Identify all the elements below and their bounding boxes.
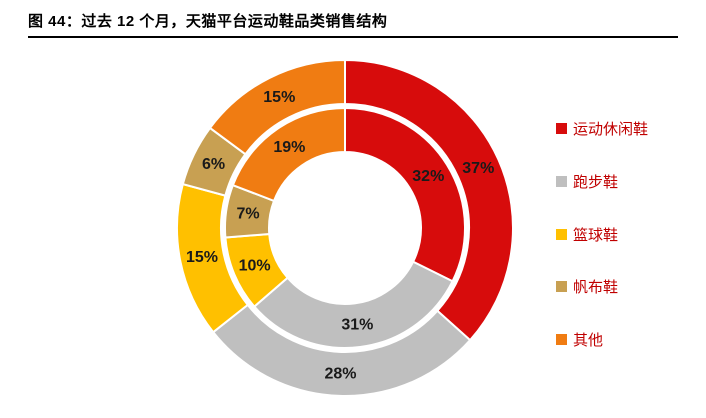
slice-label-outer-运动休闲鞋: 37%: [462, 160, 494, 177]
legend-label: 其他: [573, 332, 604, 349]
legend-label: 帆布鞋: [573, 279, 619, 297]
slice-label-outer-篮球鞋: 15%: [186, 249, 218, 266]
slice-label-inner-帆布鞋: 7%: [236, 206, 259, 223]
legend-label: 运动休闲鞋: [573, 121, 649, 138]
legend-item-other: 其他: [556, 329, 648, 350]
slice-label-outer-跑步鞋: 28%: [324, 365, 356, 382]
legend-item-basketball: 篮球鞋: [556, 224, 648, 245]
donut-slice-outer-其他: [208, 58, 346, 156]
legend-swatch-canvas: [556, 281, 567, 293]
legend-swatch-running: [556, 175, 567, 187]
legend-item-canvas: 帆布鞋: [556, 276, 648, 297]
donut-slice-inner-其他: [231, 106, 346, 203]
slice-label-inner-运动休闲鞋: 32%: [412, 168, 444, 185]
legend-swatch-other: [556, 334, 567, 345]
slice-label-inner-篮球鞋: 10%: [239, 257, 271, 274]
legend-item-running: 跑步鞋: [556, 171, 648, 192]
legend-label: 篮球鞋: [573, 226, 619, 244]
slice-label-outer-帆布鞋: 6%: [202, 156, 225, 173]
donut-slice-outer-运动休闲鞋: [344, 58, 514, 342]
legend-label: 跑步鞋: [573, 173, 619, 191]
title-rule: [28, 36, 678, 38]
legend-swatch-sports-casual: [556, 123, 567, 134]
slice-label-inner-跑步鞋: 31%: [341, 317, 373, 334]
slice-label-outer-其他: 15%: [263, 89, 295, 106]
chart-title: 图 44：过去 12 个月，天猫平台运动鞋品类销售结构: [28, 13, 388, 30]
chart-legend: 运动休闲鞋 跑步鞋 篮球鞋 帆布鞋 其他: [556, 118, 648, 350]
legend-item-sports-casual: 运动休闲鞋: [556, 118, 648, 139]
legend-swatch-basketball: [556, 228, 567, 240]
slice-label-inner-其他: 19%: [273, 139, 305, 156]
donut-slice-inner-跑步鞋: [252, 260, 454, 349]
donut-slice-inner-运动休闲鞋: [344, 106, 466, 283]
